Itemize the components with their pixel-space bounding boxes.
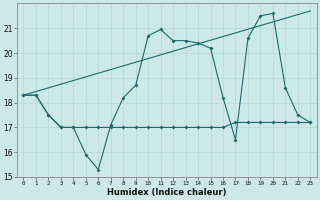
X-axis label: Humidex (Indice chaleur): Humidex (Indice chaleur) bbox=[107, 188, 227, 197]
